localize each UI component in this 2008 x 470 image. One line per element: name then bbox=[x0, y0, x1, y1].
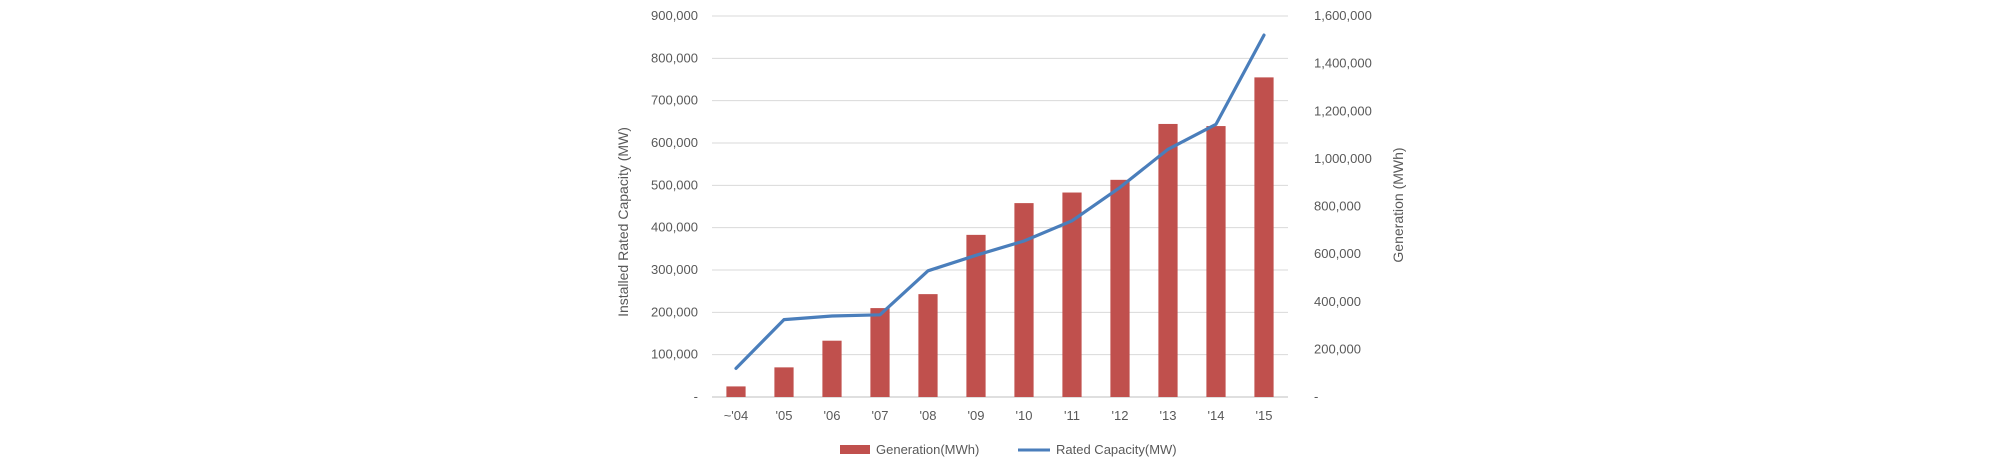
x-tick-label: '14 bbox=[1208, 408, 1225, 423]
left-tick-label: 700,000 bbox=[651, 93, 698, 108]
x-axis-ticks: ~'04 '05 '06 '07 '08 '09 '10 '11 '12 '13 '14 '15 bbox=[724, 408, 1273, 423]
left-tick-label: 600,000 bbox=[651, 135, 698, 150]
legend-swatch-generation bbox=[840, 445, 870, 454]
x-tick-label: '11 bbox=[1064, 408, 1080, 423]
x-tick-label: '12 bbox=[1112, 408, 1129, 423]
x-tick-label: ~'04 bbox=[724, 408, 749, 423]
left-tick-label: 500,000 bbox=[651, 177, 698, 192]
right-axis-ticks: - 200,000 400,000 600,000 800,000 1,000,000 1,… bbox=[1314, 8, 1372, 404]
right-tick-label: 1,400,000 bbox=[1314, 56, 1372, 71]
left-tick-label: 900,000 bbox=[651, 8, 698, 23]
right-axis-title: Generation (MWh) bbox=[1390, 147, 1406, 262]
generation-bar bbox=[1254, 77, 1274, 397]
generation-bar bbox=[1014, 203, 1034, 397]
left-tick-label: 400,000 bbox=[651, 220, 698, 235]
rated-capacity-line bbox=[734, 33, 1266, 370]
x-tick-label: '05 bbox=[776, 408, 793, 423]
x-tick-label: '08 bbox=[920, 408, 937, 423]
x-tick-label: '15 bbox=[1256, 408, 1273, 423]
left-tick-label: - bbox=[694, 389, 698, 404]
right-tick-label: 200,000 bbox=[1314, 341, 1361, 356]
generation-bar bbox=[774, 367, 794, 397]
legend-label-capacity: Rated Capacity(MW) bbox=[1056, 442, 1177, 457]
x-tick-label: '06 bbox=[824, 408, 841, 423]
right-tick-label: 400,000 bbox=[1314, 294, 1361, 309]
left-tick-label: 300,000 bbox=[651, 262, 698, 277]
generation-bar bbox=[822, 340, 842, 397]
left-axis-title: Installed Rated Capacity (MW) bbox=[615, 127, 631, 317]
generation-bar bbox=[870, 308, 890, 397]
x-tick-label: '10 bbox=[1016, 408, 1033, 423]
generation-bar bbox=[1206, 126, 1226, 398]
generation-bar bbox=[1110, 179, 1130, 397]
x-tick-label: '13 bbox=[1160, 408, 1177, 423]
gridlines bbox=[712, 15, 1288, 398]
right-tick-label: 800,000 bbox=[1314, 199, 1361, 214]
left-tick-label: 200,000 bbox=[651, 304, 698, 319]
generation-bar bbox=[1062, 192, 1082, 397]
right-tick-label: 1,600,000 bbox=[1314, 8, 1372, 23]
right-tick-label: 1,200,000 bbox=[1314, 103, 1372, 118]
legend: Generation(MWh) Rated Capacity(MW) bbox=[840, 442, 1177, 457]
generation-bar bbox=[726, 386, 746, 397]
x-tick-label: '09 bbox=[968, 408, 985, 423]
right-tick-label: 1,000,000 bbox=[1314, 151, 1372, 166]
line-series bbox=[734, 33, 1266, 370]
generation-bar bbox=[1158, 123, 1178, 397]
bar-series bbox=[726, 77, 1274, 398]
left-tick-label: 800,000 bbox=[651, 50, 698, 65]
legend-label-generation: Generation(MWh) bbox=[876, 442, 979, 457]
generation-bar bbox=[918, 294, 938, 397]
right-tick-label: 600,000 bbox=[1314, 246, 1361, 261]
x-tick-label: '07 bbox=[872, 408, 889, 423]
right-tick-label: - bbox=[1314, 389, 1318, 404]
generation-bar bbox=[966, 234, 986, 397]
left-axis-ticks: - 100,000 200,000 300,000 400,000 500,000 600,… bbox=[651, 8, 698, 404]
left-tick-label: 100,000 bbox=[651, 347, 698, 362]
